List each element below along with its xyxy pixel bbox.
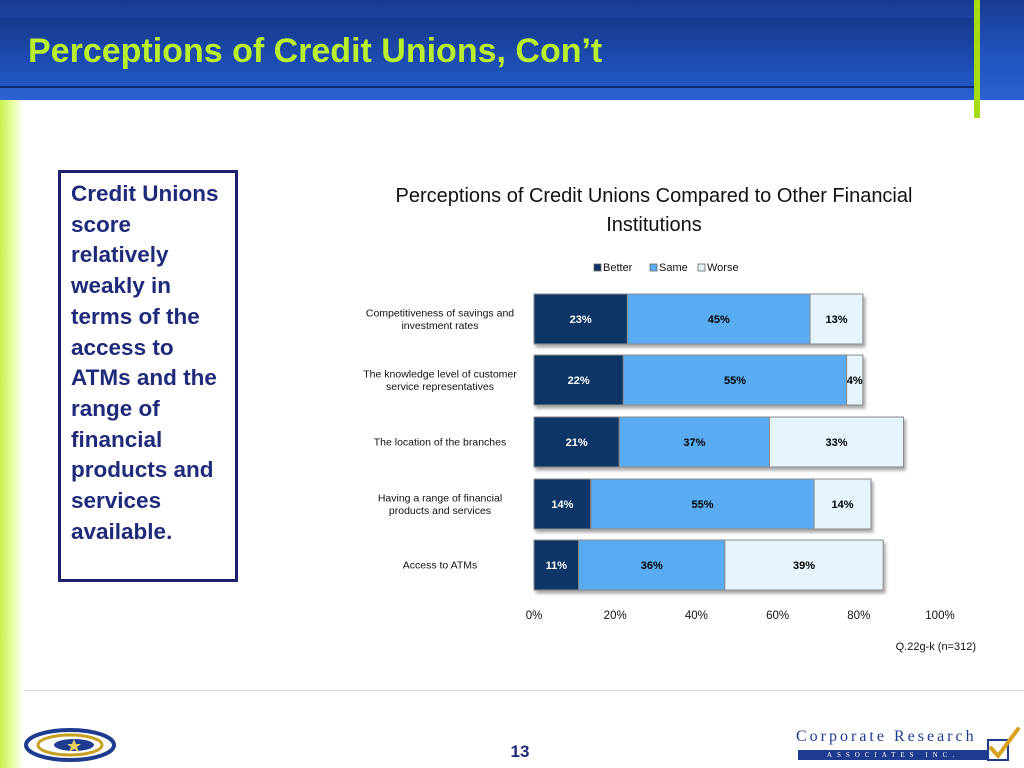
x-tick-label: 40% (685, 610, 708, 622)
data-label: 4% (847, 375, 863, 387)
chart-legend: Better Same Worse (593, 262, 739, 274)
category-label: The knowledge level of customer service r… (363, 368, 517, 393)
bar-segment-worse (724, 539, 884, 591)
header-band (0, 18, 978, 88)
bar-segment-same (622, 354, 848, 406)
bar-segment-same (578, 539, 726, 591)
legend-label: Worse (707, 262, 739, 274)
header-bar: Perceptions of Credit Unions, Con’t (0, 0, 1024, 100)
data-label: 14% (551, 499, 573, 511)
page-number: 13 (510, 742, 530, 761)
left-accent-bar (0, 100, 24, 768)
source-note: Q.22g-k (n=312) (896, 641, 976, 653)
data-label: 22% (568, 375, 590, 387)
accent-line (974, 0, 980, 118)
category-label: Access to ATMs (403, 560, 478, 572)
bar-segment-better (533, 293, 628, 345)
category-label: The location of the branches (374, 437, 507, 449)
category-label: Competitiveness of savings and investment… (366, 307, 514, 332)
bar-row (533, 478, 872, 530)
data-label: 45% (708, 314, 730, 326)
logo-subtext: ASSOCIATES INC. (798, 750, 988, 760)
data-label: 23% (570, 314, 592, 326)
x-tick-label: 100% (925, 610, 954, 622)
bar-segment-worse (813, 478, 872, 530)
data-label: 33% (825, 437, 847, 449)
slide-title: Perceptions of Credit Unions, Con’t (28, 32, 603, 70)
data-label: 55% (724, 375, 746, 387)
data-label: 37% (683, 437, 705, 449)
bar-segment-worse (768, 416, 904, 468)
bar-segment-better (533, 354, 624, 406)
bar-segment-better (533, 478, 592, 530)
checkmark-icon (987, 727, 1020, 761)
logo-text: Corporate Research (796, 728, 977, 745)
bar-row (533, 354, 864, 406)
bar-segment-worse (809, 293, 864, 345)
footer-divider (24, 690, 1024, 691)
callout-text: Credit Unions score relatively weakly in… (71, 181, 219, 544)
data-label: 36% (641, 560, 663, 572)
bar-segment-better (533, 416, 620, 468)
chart-bars: 23% 45% 13% Competitiveness of savings and i… (363, 293, 904, 591)
x-tick-label: 80% (847, 610, 870, 622)
legend-swatch (593, 263, 602, 272)
legend-swatch (697, 263, 706, 272)
bar-segment-worse (846, 354, 864, 406)
data-label: 55% (691, 499, 713, 511)
category-label: Having a range of financial products and … (378, 492, 502, 517)
data-label: 14% (832, 499, 854, 511)
bar-segment-same (590, 478, 815, 530)
legend-swatch (649, 263, 658, 272)
bar-segment-better (533, 539, 580, 591)
credit-union-logo (24, 728, 116, 767)
chart-title: Perceptions of Credit Unions Compared to… (395, 185, 913, 236)
legend-label: Better (603, 262, 633, 274)
legend-label: Same (659, 262, 688, 274)
bar-row (533, 539, 884, 591)
x-axis: 0% 20% 40% 60% 80% 100% (526, 610, 955, 622)
data-label: 39% (793, 560, 815, 572)
x-tick-label: 20% (604, 610, 627, 622)
callout-box: Credit Unions score relatively weakly in… (58, 170, 238, 582)
data-label: 21% (566, 437, 588, 449)
x-tick-label: 0% (526, 610, 543, 622)
bar-row (533, 416, 904, 468)
data-label: 13% (825, 314, 847, 326)
data-label: 11% (546, 560, 568, 572)
x-tick-label: 60% (766, 610, 789, 622)
bar-row (533, 293, 864, 345)
bar-segment-same (618, 416, 770, 468)
